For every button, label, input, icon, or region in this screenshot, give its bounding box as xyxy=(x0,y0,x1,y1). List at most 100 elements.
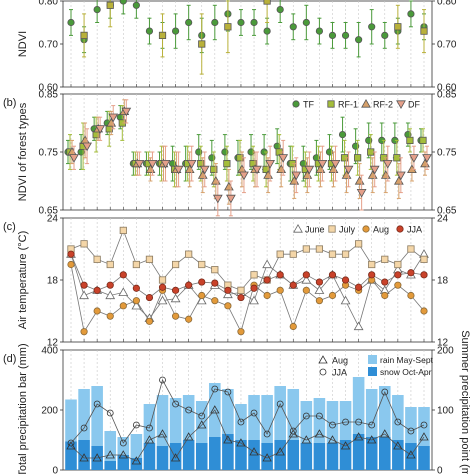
data-point xyxy=(223,435,233,444)
data-point xyxy=(409,154,419,163)
data-point xyxy=(341,276,350,284)
bar-rain xyxy=(222,389,234,434)
data-point xyxy=(145,293,154,302)
data-point xyxy=(250,18,258,27)
bar-snow xyxy=(235,440,247,470)
data-point xyxy=(132,284,140,292)
data-point xyxy=(144,435,155,444)
data-point xyxy=(69,154,79,163)
data-point xyxy=(368,421,376,429)
data-point xyxy=(105,450,115,459)
legend-label: Aug xyxy=(373,225,389,235)
y-right-tick-label: 0.85 xyxy=(437,90,457,101)
data-point xyxy=(119,439,127,447)
data-point xyxy=(394,260,402,269)
data-point xyxy=(368,260,376,269)
data-point xyxy=(146,424,153,432)
legend-label: snow Oct-Apr xyxy=(380,367,432,377)
y-tick-label: 0.70 xyxy=(39,40,59,51)
y-right-tick-label: 18 xyxy=(437,276,449,287)
data-point xyxy=(315,297,324,305)
data-point xyxy=(276,6,284,14)
bar-rain xyxy=(392,395,404,440)
panel-a-frame xyxy=(60,0,435,88)
data-point xyxy=(302,412,310,420)
bar-rain xyxy=(182,395,195,440)
data-point xyxy=(380,429,390,438)
data-point xyxy=(237,164,247,174)
data-point xyxy=(381,278,389,286)
y-right-tick-label: 24 xyxy=(437,214,449,225)
data-point xyxy=(210,405,220,414)
data-point xyxy=(407,245,415,253)
data-point xyxy=(93,255,101,263)
y-right-tick-label: 0.60 xyxy=(437,83,457,94)
bar-rain xyxy=(378,386,391,437)
data-point xyxy=(315,245,324,253)
data-point xyxy=(119,302,127,310)
legend-label: JJA xyxy=(407,225,422,235)
data-point xyxy=(368,23,376,31)
data-point xyxy=(106,409,114,417)
data-point xyxy=(394,418,402,426)
bar-rain xyxy=(195,401,208,443)
data-point xyxy=(289,427,297,435)
y-axis-label: NDVI of forest types xyxy=(17,102,29,201)
data-point xyxy=(302,271,310,279)
legend-d xyxy=(318,355,377,376)
data-point xyxy=(237,418,245,426)
data-point xyxy=(422,154,432,163)
data-point xyxy=(93,307,101,315)
y-axis-label: Air temperature (°C) xyxy=(17,231,29,330)
data-point xyxy=(185,281,193,289)
plot-border xyxy=(62,0,433,88)
data-point xyxy=(212,194,223,204)
data-point xyxy=(171,286,180,294)
data-point xyxy=(262,259,272,269)
data-point xyxy=(226,194,236,204)
data-point xyxy=(289,250,297,258)
data-point xyxy=(185,315,193,323)
bar-snow xyxy=(287,440,300,470)
bar-rain xyxy=(169,398,182,443)
y-tick-label: 0.85 xyxy=(39,90,59,101)
data-point xyxy=(328,250,337,258)
data-point xyxy=(237,293,245,302)
bar-snow xyxy=(209,437,221,470)
data-point xyxy=(419,136,427,144)
y-tick-label: 400 xyxy=(41,346,58,357)
bar-rain xyxy=(261,395,273,443)
data-point xyxy=(381,388,389,396)
data-point xyxy=(211,18,219,27)
data-point xyxy=(198,412,206,420)
data-point xyxy=(252,165,262,175)
data-point xyxy=(93,286,101,294)
data-point xyxy=(211,279,219,287)
bar-rain xyxy=(156,395,169,446)
data-point xyxy=(170,293,181,303)
data-point xyxy=(262,165,270,173)
bar-snow xyxy=(378,437,391,470)
data-point xyxy=(223,289,233,299)
data-point xyxy=(185,406,193,414)
series-tf xyxy=(67,0,428,58)
data-point xyxy=(289,322,297,331)
data-point xyxy=(263,276,271,284)
data-point xyxy=(197,420,207,429)
data-point xyxy=(224,181,234,191)
data-point xyxy=(301,274,312,284)
series-line xyxy=(70,253,425,328)
data-point xyxy=(420,27,428,35)
data-point xyxy=(236,438,246,447)
bar-snow xyxy=(300,443,313,470)
legend-marker xyxy=(361,98,371,108)
data-point xyxy=(80,135,90,145)
bar-rain xyxy=(104,431,117,461)
data-point xyxy=(249,447,259,456)
data-point xyxy=(198,260,206,269)
y-tick-label: 24 xyxy=(47,214,59,225)
legend-marker xyxy=(318,355,328,364)
bar-rain xyxy=(143,404,156,443)
data-point xyxy=(170,453,181,462)
data-point xyxy=(382,159,393,169)
